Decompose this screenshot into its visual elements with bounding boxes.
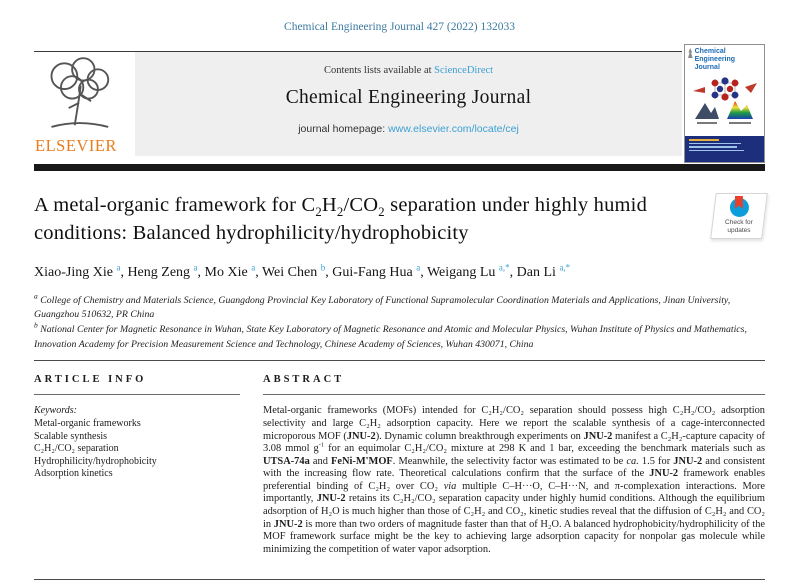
cover-molecular-artwork <box>692 77 757 125</box>
check-for-updates-label: Check for updates <box>725 219 753 234</box>
affiliations: a College of Chemistry and Materials Sci… <box>34 291 765 353</box>
contents-line: Contents lists available at ScienceDirec… <box>323 65 494 76</box>
affiliation-b: b National Center for Magnetic Resonance… <box>34 320 747 350</box>
affiliation-a: a College of Chemistry and Materials Sci… <box>34 291 731 321</box>
page-bottom-rule <box>34 579 765 580</box>
elsevier-wordmark: ELSEVIER <box>35 136 117 155</box>
keyword-item: Adsorption kinetics <box>34 468 113 480</box>
abstract-text: Metal-organic frameworks (MOFs) intended… <box>263 405 766 555</box>
authors-line: Xiao-Jing Xie a, Heng Zeng a, Mo Xie a, … <box>34 261 571 280</box>
journal-cover-thumbnail: Chemical Engineering Journal <box>684 44 765 163</box>
sciencedirect-link[interactable]: ScienceDirect <box>434 65 494 76</box>
cover-journal-title: Chemical Engineering Journal <box>694 48 736 71</box>
elsevier-tree-icon <box>50 57 110 128</box>
journal-citation: Chemical Engineering Journal 427 (2022) … <box>284 21 515 33</box>
abstract-heading: ABSTRACT <box>263 374 345 386</box>
abstract-rule <box>263 394 765 396</box>
check-for-updates-badge[interactable]: Check for updates <box>710 193 768 239</box>
keyword-item: Scalable synthesis <box>34 430 108 442</box>
article-info-column: ARTICLE INFO Keywords: Metal-organic fra… <box>34 374 240 556</box>
journal-homepage-link[interactable]: www.elsevier.com/locate/cej <box>388 123 519 135</box>
abstract-column: ABSTRACT Metal-organic frameworks (MOFs)… <box>263 374 765 556</box>
header-banner: Contents lists available at ScienceDirec… <box>135 52 682 156</box>
article-info-rule <box>34 394 240 396</box>
keyword-item: Metal-organic frameworks <box>34 417 141 429</box>
header-divider-bar <box>34 164 765 171</box>
article-title: A metal-organic framework for C2H2/CO2 s… <box>34 194 648 245</box>
cover-elsevier-tree-icon <box>688 48 693 58</box>
article-info-heading: ARTICLE INFO <box>34 374 147 386</box>
keyword-item: Hydrophilicity/hydrophobicity <box>34 455 157 467</box>
elsevier-logo: ELSEVIER <box>34 52 135 156</box>
journal-header: ELSEVIER Contents lists available at Sci… <box>34 44 765 164</box>
cover-footer-text-lines <box>685 136 764 162</box>
keywords-label: Keywords: <box>34 405 77 417</box>
section-divider <box>34 360 765 362</box>
journal-title: Chemical Engineering Journal <box>285 87 532 108</box>
keywords-block: Keywords: Metal-organic frameworks Scala… <box>34 405 240 481</box>
keyword-item: C₂H₂/CO₂ separation <box>34 443 119 455</box>
homepage-line: journal homepage: www.elsevier.com/locat… <box>298 123 519 135</box>
crossmark-icon <box>729 198 749 217</box>
